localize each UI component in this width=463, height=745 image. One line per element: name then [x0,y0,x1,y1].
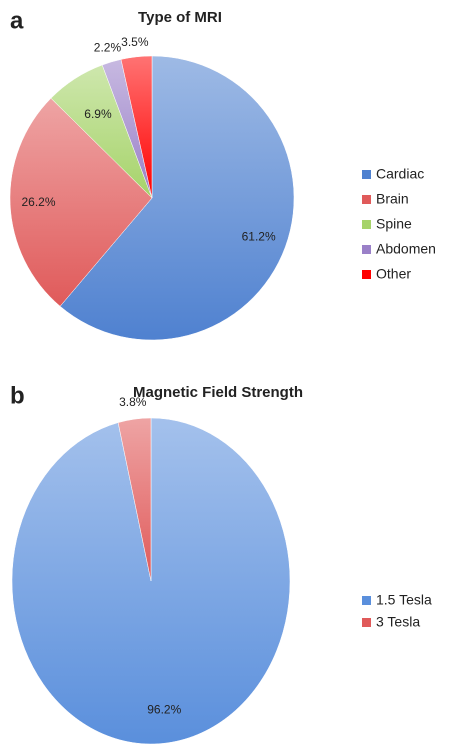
legend-label: 1.5 Tesla [376,592,432,608]
value-label: 3.5% [121,35,149,49]
value-label: 2.2% [94,40,122,54]
legend-swatch [362,195,371,204]
panel-label: a [10,7,24,34]
value-label: 26.2% [21,195,55,209]
legend-label: Brain [376,191,409,207]
legend-label: Abdomen [376,241,436,257]
pie-slice [59,55,295,341]
chart-title: Magnetic Field Strength [133,384,303,401]
pie-slice [117,417,152,582]
legend-swatch [362,270,371,279]
value-label: 3.8% [119,395,147,409]
legend-swatch [362,220,371,229]
legend-label: Spine [376,216,412,232]
pie-slice [9,97,153,307]
legend-label: Cardiac [376,166,424,182]
legend-label: 3 Tesla [376,614,420,630]
value-label: 61.2% [242,229,276,243]
pie-slice [120,55,153,199]
legend-swatch [362,596,371,605]
value-label: 6.9% [84,107,112,121]
legend-swatch [362,170,371,179]
legend-swatch [362,618,371,627]
legend-label: Other [376,266,411,282]
chart-title: Type of MRI [138,9,222,26]
value-label: 96.2% [147,703,181,717]
legend-swatch [362,245,371,254]
panel-label: b [10,382,25,409]
